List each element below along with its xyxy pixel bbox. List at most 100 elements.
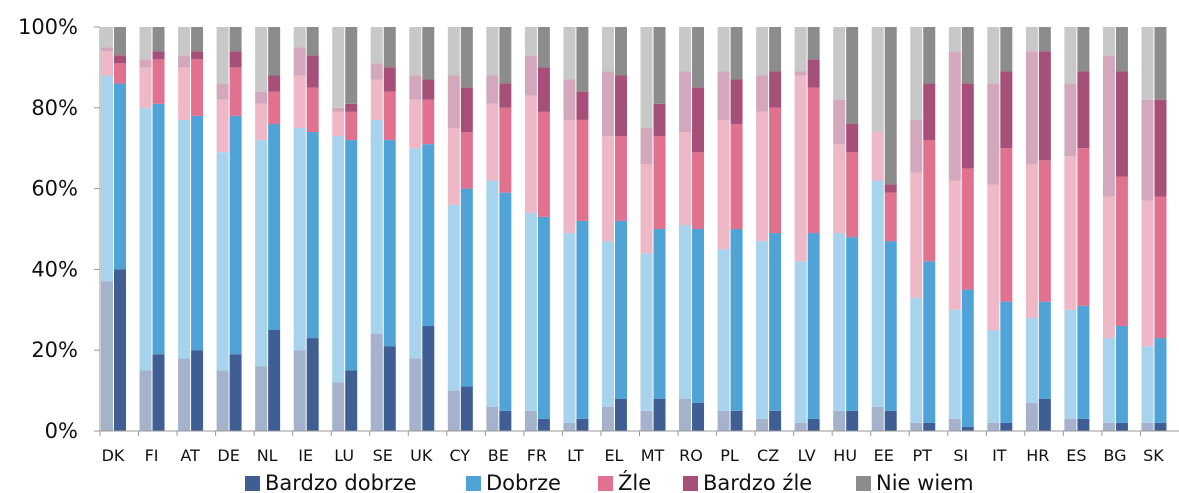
bar-segment-curr-PL-3 [730,79,743,124]
bar-segment-curr-CY-0 [460,386,473,431]
legend-label: Źle [618,470,651,493]
bar-segment-curr-HU-4 [846,27,859,124]
bar-segment-prev-CZ-3 [756,75,769,112]
bar-segment-curr-IT-0 [1000,422,1013,431]
bar-segment-prev-SE-1 [370,119,383,335]
bar-segment-curr-DE-1 [229,115,242,355]
bar-segment-curr-HR-0 [1038,398,1051,431]
bar-segment-prev-HR-3 [1025,51,1038,165]
bar-segment-curr-LU-3 [345,103,358,112]
bar-segment-curr-RO-0 [692,402,705,431]
bar-segment-prev-BG-4 [1102,27,1115,56]
bar-segment-prev-BG-3 [1102,55,1115,197]
legend-label: Bardzo źle [703,471,812,493]
bar-segment-prev-SI-1 [948,309,961,419]
bar-segment-prev-PL-1 [717,249,730,411]
bar-segment-curr-UK-0 [422,325,435,431]
x-tick-label: HR [1026,446,1049,465]
bar-segment-curr-SI-3 [961,83,974,169]
bar-segment-prev-LU-3 [332,107,345,112]
bar-segment-prev-LV-3 [794,71,807,76]
bar-segment-prev-SE-4 [370,27,383,64]
bar-segment-prev-SK-1 [1141,346,1154,423]
bar-segment-curr-FR-1 [537,216,550,419]
bar-segment-prev-CZ-2 [756,111,769,242]
bar-segment-prev-LU-1 [332,136,345,383]
x-axis: DK FI AT DE NL IE LU SE UK CY BE FR LT EL MT RO PL CZ LV HU… [99,430,1179,465]
bar-segment-prev-CY-1 [447,204,460,391]
bar-segment-prev-LT-1 [563,233,576,423]
bar-segment-curr-MT-0 [653,398,666,431]
bar-segment-curr-UK-3 [422,79,435,100]
bar-segment-curr-SE-3 [383,67,396,92]
bar-segment-curr-DE-0 [229,354,242,431]
bar-segment-curr-BE-1 [499,192,512,411]
bar-segment-curr-BE-0 [499,410,512,431]
bar-segment-prev-ES-4 [1064,27,1077,84]
x-tick-label: BG [1103,446,1126,465]
bar-segment-prev-FI-2 [139,67,152,108]
bar-segment-curr-FI-1 [152,103,165,355]
bar-segment-curr-FR-2 [537,111,550,217]
bar-segment-curr-CY-2 [460,132,473,189]
bar-segment-prev-CY-4 [447,27,460,76]
bar-segment-prev-HU-1 [833,233,846,411]
x-tick-label: PL [720,446,739,465]
bar-segment-prev-SK-4 [1141,27,1154,100]
bar-segment-curr-CY-1 [460,188,473,387]
bar-segment-curr-AT-1 [191,115,204,351]
bar-segment-prev-PT-3 [910,119,923,173]
bar-segment-prev-IT-1 [987,330,1000,423]
bar-segment-prev-BE-2 [486,103,499,181]
bar-segment-curr-PT-0 [923,422,936,431]
bar-segment-prev-BE-0 [486,406,499,431]
bar-segment-curr-SE-4 [383,27,396,68]
bar-segment-prev-IE-2 [293,75,306,128]
bar-segment-prev-LV-2 [794,75,807,262]
bar-segment-curr-IT-3 [1000,71,1013,149]
bar-segment-prev-FI-1 [139,107,152,371]
bar-segment-curr-BE-3 [499,83,512,108]
bar-segment-prev-DK-2 [101,51,113,76]
bar-segment-prev-EL-3 [601,71,614,137]
bar-segment-curr-LU-4 [345,27,358,104]
bar-segment-curr-NL-0 [268,330,281,431]
bar-segment-curr-SK-4 [1154,27,1167,100]
bar-segment-curr-CY-4 [460,27,473,88]
bar-segment-curr-IE-4 [306,27,319,56]
bar-segment-prev-MT-1 [640,253,653,411]
bar-segment-prev-AT-2 [178,67,191,120]
bar-segment-prev-RO-0 [679,398,692,431]
x-tick-label: EL [604,446,623,465]
bar-segment-curr-EE-0 [884,410,897,431]
bar-segment-curr-AT-4 [191,27,204,52]
bar-segment-prev-BE-3 [486,75,499,104]
bar-segment-curr-DK-0 [114,269,126,431]
bar-segment-curr-LU-2 [345,111,358,141]
bar-segment-prev-DK-4 [101,27,113,48]
bar-segment-prev-LV-1 [794,261,807,423]
x-tick-label: IE [298,446,313,465]
bar-segment-prev-RO-2 [679,132,692,225]
bar-segment-prev-HU-3 [833,99,846,145]
bar-segment-prev-SI-2 [948,180,961,310]
bar-segment-prev-HU-4 [833,27,846,100]
x-tick-label: SK [1143,446,1164,465]
bar-segment-curr-EL-2 [614,136,627,221]
x-tick-label: DE [217,446,239,465]
bar-segment-curr-IE-2 [306,87,319,133]
y-tick-label: 0% [45,419,78,443]
bar-segment-curr-EE-2 [884,192,897,242]
bar-segment-curr-SI-0 [961,426,974,431]
bar-segment-prev-CZ-4 [756,27,769,76]
bar-segment-prev-IE-4 [293,27,306,48]
bar-segment-curr-HU-1 [846,237,859,411]
bar-segment-prev-BG-1 [1102,338,1115,423]
bar-segment-curr-SE-2 [383,91,396,141]
bar-segment-prev-FI-4 [139,27,152,60]
bar-segment-prev-HR-1 [1025,317,1038,403]
bar-segment-prev-LT-0 [563,422,576,431]
bar-segment-prev-LU-4 [332,27,345,108]
bar-segment-curr-RO-4 [692,27,705,88]
bar-segment-curr-RO-3 [692,87,705,153]
